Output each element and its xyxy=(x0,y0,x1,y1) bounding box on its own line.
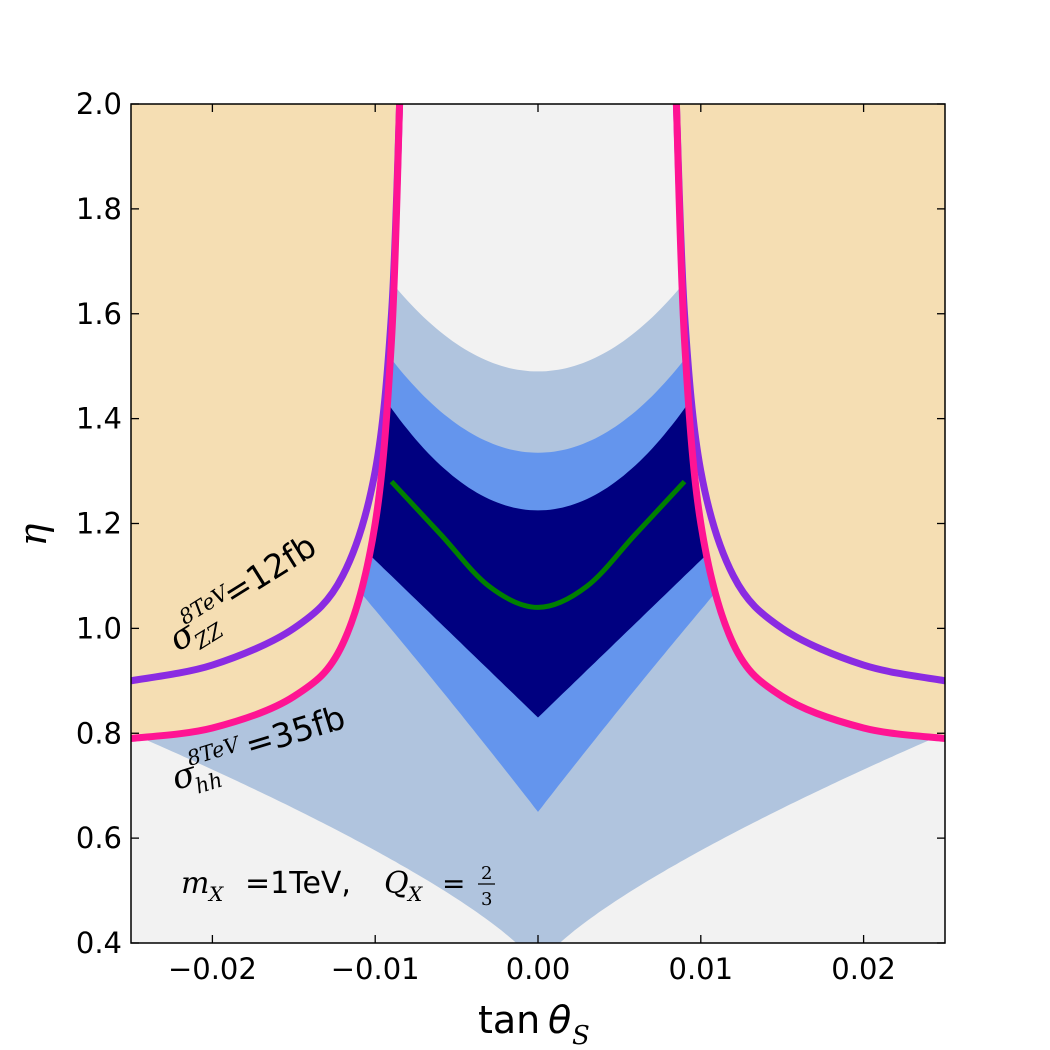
band-inner-region xyxy=(366,104,706,718)
y-axis-label: η xyxy=(11,523,55,546)
y-tick-label: 1.6 xyxy=(76,297,122,331)
y-tick-label: 2.0 xyxy=(76,87,122,121)
param-m-sub: X xyxy=(207,882,224,906)
y-tick-label: 1.4 xyxy=(76,402,122,436)
param-q-sub: X xyxy=(406,882,423,906)
y-tick-label: 1.8 xyxy=(76,192,122,226)
band-middle-region xyxy=(276,104,796,812)
param-m: m xyxy=(181,866,209,901)
x-tick-label: 0.02 xyxy=(831,952,896,986)
x-axis-label-sub: S xyxy=(572,1021,590,1050)
plot-area xyxy=(131,104,945,943)
param-q-num: 2 xyxy=(481,863,492,884)
y-tick-label: 0.4 xyxy=(76,926,122,960)
x-axis-label: tan θ S xyxy=(478,998,590,1050)
y-tick-label: 0.8 xyxy=(76,716,122,750)
y-tick-label: 1.2 xyxy=(76,507,122,541)
x-tick-label: −0.01 xyxy=(331,952,420,986)
central-curve xyxy=(389,479,687,610)
axis-ticks: −0.02 −0.01 0.00 0.01 0.02 0.4 0.6 0.8 1.0 1.2 1.4… xyxy=(76,87,945,986)
param-q: Q xyxy=(384,866,409,901)
hh-curve-right xyxy=(672,104,945,742)
y-tick-label: 1.0 xyxy=(76,611,122,645)
excluded-region-right xyxy=(676,104,945,739)
param-q-den: 3 xyxy=(481,889,492,910)
params-annotation: m X =1TeV, Q X = 2 3 xyxy=(181,863,495,910)
x-axis-label-main: tan xyxy=(478,998,540,1042)
x-axis-label-symbol: θ xyxy=(548,998,571,1042)
y-tick-label: 0.6 xyxy=(76,821,122,855)
x-tick-label: 0.01 xyxy=(669,952,734,986)
x-tick-label: −0.02 xyxy=(168,952,257,986)
param-m-value: =1TeV, xyxy=(245,866,351,901)
x-tick-label: 0.00 xyxy=(506,952,571,986)
excluded-region-left xyxy=(131,104,400,739)
param-q-eq: = xyxy=(442,867,465,900)
hh-curve-left xyxy=(131,104,404,742)
